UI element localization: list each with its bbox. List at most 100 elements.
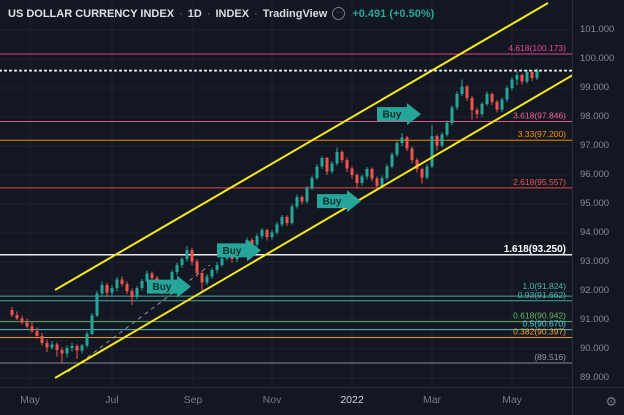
- candle-body: [130, 291, 134, 297]
- candle-body: [495, 101, 499, 110]
- fib-level-label: 0.93(91.662): [518, 290, 566, 300]
- separator-dot: ·: [206, 7, 211, 20]
- candle-body: [420, 169, 424, 178]
- time-axis[interactable]: May Jul Sep Nov 2022 Mar May: [0, 387, 572, 415]
- price-axis-label: 100.000: [580, 53, 615, 64]
- candle-body: [355, 175, 359, 184]
- candle-body: [500, 99, 504, 110]
- buy-arrow-label: Buy: [383, 110, 402, 121]
- buy-arrow[interactable]: [217, 239, 261, 262]
- candle-body: [525, 72, 529, 82]
- candle-body: [460, 86, 464, 94]
- candle-body: [405, 137, 409, 149]
- candle-body: [310, 177, 314, 189]
- candle-body: [335, 151, 339, 164]
- dashed-trendline[interactable]: [67, 264, 211, 373]
- candle-body: [470, 98, 474, 110]
- candle-body: [450, 107, 454, 123]
- price-axis-label: 96.000: [580, 169, 610, 180]
- candle-body: [425, 166, 429, 178]
- buy-arrow-label: Buy: [223, 246, 242, 257]
- candle-body: [70, 346, 74, 348]
- candle-body: [535, 70, 539, 78]
- candle-body: [360, 176, 364, 184]
- candle-body: [385, 166, 389, 178]
- candle-body: [295, 196, 299, 207]
- candle-body: [20, 318, 24, 323]
- candle-body: [320, 158, 324, 167]
- price-axis-label: 97.000: [580, 140, 610, 151]
- channel-line-upper[interactable]: [54, 2, 549, 291]
- fib-level-label: 4.618(100.173): [508, 43, 566, 53]
- candle-body: [445, 122, 449, 135]
- candle-body: [210, 270, 214, 277]
- axis-corner: ⚙: [572, 387, 624, 415]
- candle-body: [40, 336, 44, 344]
- candle-body: [35, 331, 39, 337]
- price-axis-label: 99.000: [580, 82, 610, 93]
- candle-body: [275, 224, 279, 233]
- exchange-label: INDEX: [215, 7, 250, 20]
- candle-body: [80, 345, 84, 351]
- price-axis-label: 95.000: [580, 198, 610, 209]
- candle-body: [25, 322, 29, 327]
- candle-body: [15, 314, 19, 319]
- price-axis-label: 89.000: [580, 372, 610, 383]
- candle-body: [140, 280, 144, 289]
- buy-arrow[interactable]: [317, 190, 361, 213]
- channel-line-lower[interactable]: [54, 72, 578, 379]
- buy-arrow-label: Buy: [153, 282, 172, 293]
- more-options-icon[interactable]: ···: [332, 7, 346, 20]
- candle-body: [390, 154, 394, 167]
- buy-arrow[interactable]: [377, 103, 421, 126]
- symbol-title[interactable]: US DOLLAR CURRENCY INDEX: [8, 7, 175, 20]
- candle-body: [115, 279, 119, 289]
- candle-body: [480, 103, 484, 115]
- candle-body: [90, 315, 94, 334]
- candle-body: [410, 148, 414, 160]
- candle-body: [475, 109, 479, 115]
- candle-body: [125, 284, 129, 291]
- candle-body: [185, 249, 189, 260]
- candle-body: [515, 74, 519, 80]
- fib-level-label: 3.618(97.846): [513, 110, 566, 120]
- time-axis-label: May: [502, 394, 522, 406]
- fib-level-label: 1.618(93.250): [504, 244, 566, 255]
- candle-body: [505, 88, 509, 100]
- buy-arrow[interactable]: [147, 275, 191, 298]
- candle-body: [85, 333, 89, 346]
- candle-body: [490, 93, 494, 102]
- settings-gear-icon[interactable]: ⚙: [605, 393, 617, 409]
- price-axis-label: 91.000: [580, 314, 610, 325]
- candle-body: [170, 272, 174, 283]
- candle-body: [510, 79, 514, 88]
- candle-body: [45, 343, 49, 348]
- fib-level-label: 2.618(95.557): [513, 177, 566, 187]
- candle-body: [135, 288, 139, 297]
- price-axis-label: 98.000: [580, 111, 610, 122]
- candle-body: [120, 279, 124, 285]
- candle-body: [30, 326, 34, 332]
- candle-body: [380, 177, 384, 187]
- candle-body: [265, 230, 269, 238]
- candle-body: [350, 168, 354, 175]
- dots-glyph: ···: [335, 9, 343, 16]
- candle-body: [205, 276, 209, 283]
- candle-body: [220, 258, 224, 265]
- candle-body: [415, 159, 419, 170]
- candle-body: [325, 158, 329, 172]
- candle-body: [455, 93, 459, 108]
- fib-level-label: 1.0(91.824): [523, 281, 567, 291]
- candle-body: [370, 169, 374, 179]
- price-axis-label: 101.000: [580, 24, 615, 35]
- fib-level-label: 0.618(90.942): [513, 311, 566, 321]
- candle-body: [175, 264, 179, 273]
- candle-body: [255, 235, 259, 245]
- time-axis-label: 2022: [340, 394, 364, 406]
- time-axis-label: Nov: [262, 394, 282, 406]
- chart-legend: US DOLLAR CURRENCY INDEX · 1D · INDEX · …: [8, 7, 434, 20]
- price-axis[interactable]: 101.000 100.000 99.000 98.000 97.000 96.000 95…: [572, 0, 624, 387]
- interval-label[interactable]: 1D: [187, 7, 202, 20]
